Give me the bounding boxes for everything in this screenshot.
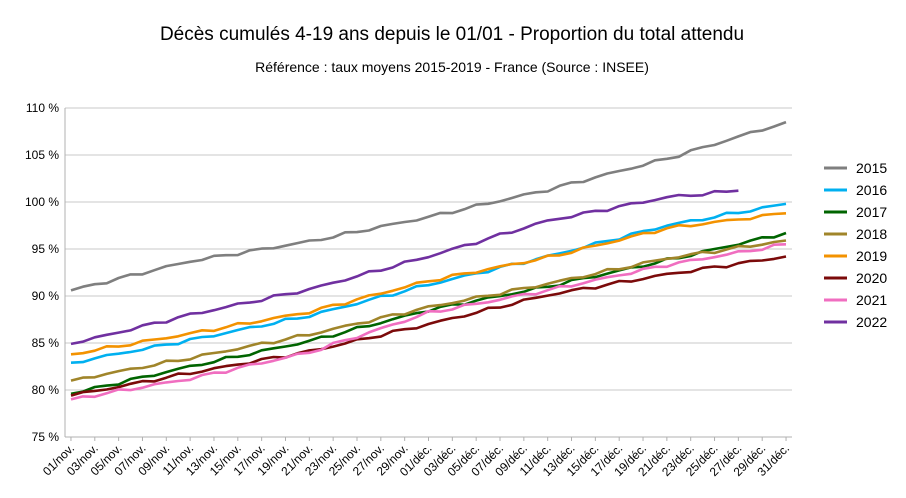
legend-label-2021: 2021 — [856, 292, 887, 308]
gridlines — [64, 107, 792, 438]
y-tick-label: 100 % — [25, 195, 59, 209]
legend-label-2017: 2017 — [856, 204, 887, 220]
series-line-2021 — [70, 243, 787, 401]
legend-label-2016: 2016 — [856, 182, 887, 198]
y-tick-label: 75 % — [32, 430, 60, 444]
series-line-2020 — [70, 255, 787, 397]
y-tick-label: 95 % — [32, 242, 60, 256]
y-tick-label: 105 % — [25, 148, 59, 162]
series-line-2015 — [70, 120, 787, 292]
y-tick-label: 85 % — [32, 336, 60, 350]
legend-label-2022: 2022 — [856, 314, 887, 330]
series-lines — [70, 120, 787, 401]
legend-label-2015: 2015 — [856, 160, 887, 176]
legend-label-2019: 2019 — [856, 248, 887, 264]
series-line-2018 — [70, 239, 787, 382]
legend: 2015 2016 2017 2018 2019 2020 2021 2022 — [824, 160, 887, 330]
y-tick-label: 80 % — [32, 383, 60, 397]
chart-title: Décès cumulés 4-19 ans depuis le 01/01 -… — [160, 24, 744, 45]
y-axis: 75 % 80 % 85 % 90 % 95 % 100 % 105 % 110 % — [25, 101, 59, 444]
series-line-2022 — [70, 189, 739, 346]
series-line-2016 — [70, 202, 787, 364]
y-tick-label: 90 % — [32, 289, 60, 303]
x-axis: 01/nov.03/nov.05/nov.07/nov.09/nov.11/no… — [40, 437, 792, 479]
legend-label-2020: 2020 — [856, 270, 887, 286]
y-tick-label: 110 % — [26, 101, 59, 115]
legend-label-2018: 2018 — [856, 226, 887, 242]
chart-subtitle: Référence : taux moyens 2015-2019 - Fran… — [255, 59, 649, 75]
series-line-2019 — [70, 212, 787, 356]
